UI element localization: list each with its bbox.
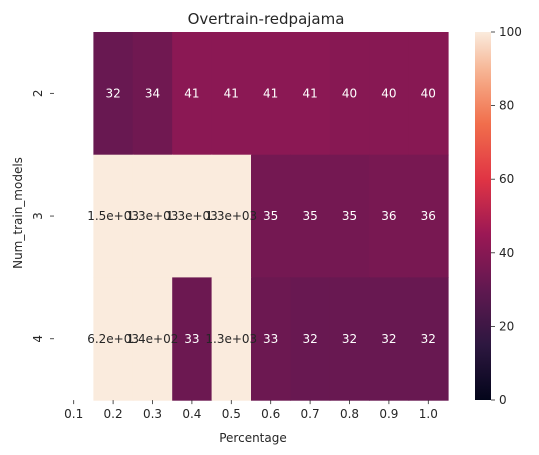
cell-label-r2-c8: 32 xyxy=(381,332,396,346)
heatmap-cell-r0-c9 xyxy=(408,32,449,156)
cell-label-r1-c6: 35 xyxy=(302,209,317,223)
colorbar xyxy=(475,32,491,400)
x-tick-label: 0.5 xyxy=(222,407,241,421)
cell-label-r0-c4: 41 xyxy=(224,86,239,100)
x-tick-label: 0.8 xyxy=(340,407,359,421)
heatmap-cell-r2-c2 xyxy=(132,277,173,401)
heatmap-cell-r2-c9 xyxy=(408,277,449,401)
heatmap-cell-r0-c1 xyxy=(93,32,134,156)
x-axis: 0.1 0.2 0.3 0.4 0.5 0.6 0.7 0.8 0.9 1.0 xyxy=(64,400,438,421)
x-tick-label: 0.3 xyxy=(143,407,162,421)
cell-label-r1-c4: 1.3e+03 xyxy=(205,209,257,223)
cell-label-r2-c2: 1.4e+02 xyxy=(127,332,179,346)
x-tick-label: 0.1 xyxy=(64,407,83,421)
cell-label-r1-c3: 1.3e+03 xyxy=(166,209,218,223)
heatmap-cell-r1-c1 xyxy=(93,154,134,278)
heatmap-cell-r0-c6 xyxy=(290,32,331,156)
heatmap-cell-r2-c5 xyxy=(251,277,291,401)
heatmap-cell-r1-c7 xyxy=(329,154,370,278)
colorbar-tick-label: 40 xyxy=(499,246,514,260)
heatmap-cell-r1-c4 xyxy=(211,154,252,278)
heatmap-cell-r0-c3 xyxy=(172,32,213,156)
colorbar-ticks: 0 20 40 60 80 100 xyxy=(491,25,522,407)
colorbar-tick-label: 0 xyxy=(499,393,507,407)
cell-label-r2-c6: 32 xyxy=(302,332,317,346)
y-axis: 2 3 4 xyxy=(31,90,54,343)
heatmap-cells xyxy=(93,32,449,401)
cell-label-r0-c1: 32 xyxy=(105,86,120,100)
heatmap-cell-r2-c1 xyxy=(93,277,134,401)
cell-label-r0-c3: 41 xyxy=(184,86,199,100)
heatmap-cell-r1-c2 xyxy=(132,154,173,278)
cell-label-r1-c1: 1.5e+03 xyxy=(87,209,139,223)
heatmap-cell-r0-c4 xyxy=(211,32,252,156)
x-tick-label: 0.6 xyxy=(261,407,280,421)
x-tick-label: 0.4 xyxy=(182,407,201,421)
heatmap-cell-r0-c7 xyxy=(329,32,370,156)
cell-label-r2-c4: 1.3e+03 xyxy=(205,332,257,346)
cell-label-r1-c2: 1.3e+03 xyxy=(127,209,179,223)
heatmap-cell-r1-c8 xyxy=(369,154,410,278)
heatmap-cell-r2-c4 xyxy=(211,277,252,401)
cell-label-r2-c9: 32 xyxy=(421,332,436,346)
heatmap-cell-r2-c6 xyxy=(290,277,331,401)
heatmap-cell-r2-c3 xyxy=(172,277,213,401)
y-tick-label: 4 xyxy=(31,335,45,343)
heatmap-cell-r1-c3 xyxy=(172,154,213,278)
colorbar-tick-label: 20 xyxy=(499,319,514,333)
cell-label-r1-c7: 35 xyxy=(342,209,357,223)
colorbar-tick-label: 60 xyxy=(499,172,514,186)
cell-label-r2-c3: 33 xyxy=(184,332,199,346)
cell-label-r0-c8: 40 xyxy=(381,86,396,100)
heatmap-cell-r1-c6 xyxy=(290,154,331,278)
cell-label-r0-c9: 40 xyxy=(421,86,436,100)
x-tick-label: 0.9 xyxy=(379,407,398,421)
x-tick-label: 0.7 xyxy=(301,407,320,421)
colorbar-tick-label: 100 xyxy=(499,25,522,39)
heatmap-cell-r1-c5 xyxy=(251,154,291,278)
heatmap-cell-r2-c8 xyxy=(369,277,410,401)
x-tick-label: 1.0 xyxy=(419,407,438,421)
cell-label-r0-c6: 41 xyxy=(302,86,317,100)
x-tick-label: 0.2 xyxy=(104,407,123,421)
heatmap-cell-r1-c9 xyxy=(408,154,449,278)
chart-title: Overtrain-redpajama xyxy=(188,10,345,28)
cell-label-r1-c8: 36 xyxy=(381,209,396,223)
cell-label-r2-c1: 6.2e+03 xyxy=(87,332,139,346)
cell-label-r0-c7: 40 xyxy=(342,86,357,100)
cell-label-r2-c7: 32 xyxy=(342,332,357,346)
cell-label-r1-c9: 36 xyxy=(421,209,436,223)
heatmap-cell-r0-c8 xyxy=(369,32,410,156)
heatmap-cell-r0-c2 xyxy=(132,32,173,156)
x-axis-label: Percentage xyxy=(219,431,287,445)
heatmap-cell-labels: 32 34 41 41 41 41 40 40 401.5e+031.3e+031.3e+031… xyxy=(87,86,436,345)
cell-label-r1-c5: 35 xyxy=(263,209,278,223)
y-tick-label: 3 xyxy=(31,212,45,220)
y-tick-label: 2 xyxy=(31,90,45,98)
cell-label-r0-c2: 34 xyxy=(145,86,160,100)
heatmap-cell-r0-c5 xyxy=(251,32,291,156)
cell-label-r2-c5: 33 xyxy=(263,332,278,346)
colorbar-tick-label: 80 xyxy=(499,99,514,113)
cell-label-r0-c5: 41 xyxy=(263,86,278,100)
y-axis-label: Num_train_models xyxy=(11,157,25,269)
heatmap-cell-r2-c7 xyxy=(329,277,370,401)
